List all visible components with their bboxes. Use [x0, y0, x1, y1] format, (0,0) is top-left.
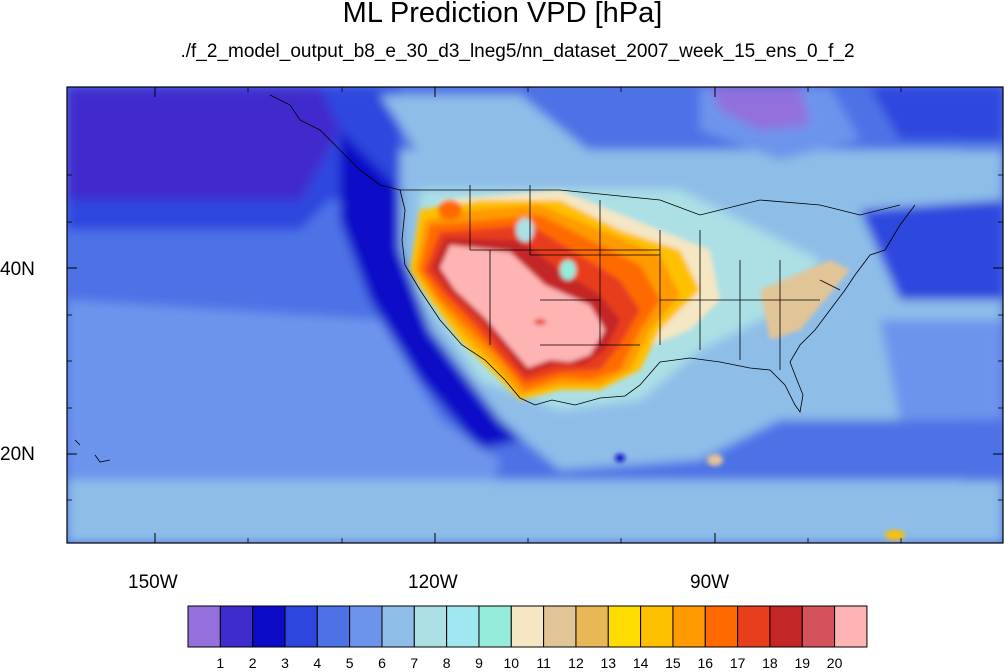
lon-label-90w: 90W [690, 572, 730, 593]
colorbar-swatch [834, 605, 868, 648]
colorbar-swatch [607, 605, 642, 648]
colorbar-label: 20 [826, 655, 843, 671]
colorbar-label: 3 [281, 655, 289, 671]
colorbar-label: 2 [248, 655, 257, 671]
colorbar-label: 17 [729, 655, 746, 671]
map-title: ML Prediction VPD [hPa] [342, 0, 663, 29]
colorbar-label: 12 [568, 655, 584, 671]
colorbar-swatch [510, 605, 545, 648]
colorbar-swatch [413, 605, 448, 648]
colorbar-swatch [252, 605, 286, 648]
map-subtitle: ./f_2_model_output_b8_e_30_d3_lneg5/nn_d… [180, 41, 855, 62]
coastlines [74, 94, 916, 463]
colorbar-swatch [478, 605, 512, 648]
colorbar-label: 14 [632, 655, 649, 671]
colorbar-swatch [575, 605, 609, 648]
colorbar-label: 15 [665, 655, 681, 671]
colorbar-swatch [769, 605, 803, 648]
colorbar-label: 1 [216, 655, 225, 671]
ticks [67, 87, 1003, 543]
lon-label-120w: 120W [408, 572, 458, 593]
colorbar-swatch [349, 605, 383, 648]
colorbar-label: 18 [762, 655, 778, 671]
lon-label-150w: 150W [128, 572, 178, 593]
colorbar-label: 9 [475, 655, 483, 671]
colorbar-label: 19 [794, 655, 811, 671]
vpd-map [66, 86, 1004, 544]
colorbar-swatch [381, 605, 415, 648]
colorbar-swatch [446, 605, 480, 648]
colorbar-label: 11 [536, 655, 551, 671]
colorbar-label: 16 [697, 655, 714, 671]
lat-label-40n: 40N [0, 259, 35, 280]
colorbar-label: 10 [503, 655, 520, 671]
lat-label-20n: 20N [0, 444, 35, 465]
colorbar-label: 4 [313, 655, 322, 671]
colorbar-swatch [284, 605, 318, 648]
colorbar-label: 6 [378, 655, 386, 671]
colorbar-swatch [316, 605, 351, 648]
minor-ticks [67, 87, 1003, 543]
colorbar-swatch [219, 605, 254, 648]
colorbar-swatch [704, 605, 739, 648]
colorbar-swatch [737, 605, 771, 648]
colorbar-label: 13 [600, 655, 617, 671]
colorbar-swatch [543, 605, 577, 648]
colorbar-label: 7 [410, 655, 419, 671]
colorbar-swatch [801, 605, 836, 648]
colorbar-label: 5 [345, 655, 354, 671]
colorbar-swatch [640, 605, 674, 648]
colorbar-label: 8 [442, 655, 451, 671]
colorbar-swatch [672, 605, 706, 648]
colorbar-swatch [187, 605, 221, 648]
